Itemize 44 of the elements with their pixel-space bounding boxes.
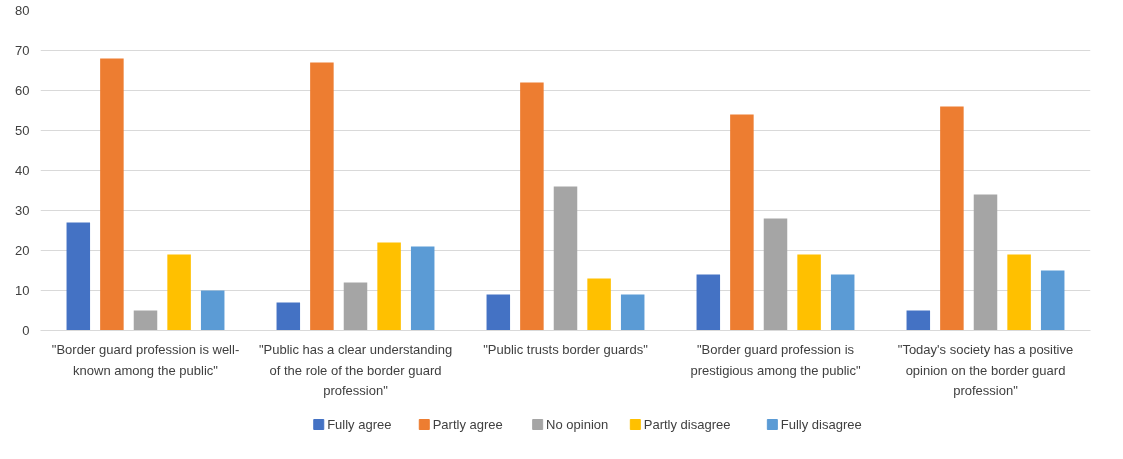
bar [133,310,158,331]
y-tick-label: 60 [15,83,30,98]
legend-label: Partly agree [432,417,503,432]
bar [410,246,435,331]
bar [310,62,334,331]
bar [276,302,301,331]
bar [906,310,931,331]
bar [377,242,401,331]
y-tick-label: 50 [15,123,30,138]
legend-label: No opinion [546,417,609,432]
y-tick-label: 10 [15,283,30,298]
bar [200,290,225,331]
x-tick-label: "Today's society has a positive opinion on the border guard profession" [897,342,1074,398]
bar [587,278,611,331]
bar [520,82,544,331]
y-tick-label: 40 [15,163,30,178]
bar [553,186,578,331]
y-tick-label: 70 [15,43,30,58]
bar [696,274,721,331]
bar [1007,254,1031,331]
bar [66,222,91,331]
bar [830,274,855,331]
x-tick-label: "Public trusts border guards" [483,342,649,358]
bar [730,114,754,331]
y-tick-label: 80 [15,3,30,18]
x-tick-label: "Border guard profession is well-known among the public" [51,342,240,378]
y-tick-label: 30 [15,203,30,218]
bar [973,194,998,331]
bar [167,254,191,331]
bar [940,106,964,331]
x-tick-label: "Border guard profession is prestigious among the public" [690,342,861,378]
bar [100,58,124,331]
legend-label: Fully disagree [780,417,862,432]
x-tick-label: "Public has a clear understanding of the role of the border guard profession" [258,342,453,398]
legend-label: Partly disagree [643,417,731,432]
y-tick-label: 0 [22,323,30,338]
bar [797,254,821,331]
legend-label: Fully agree [327,417,392,432]
bar [343,282,368,331]
bar [1040,270,1065,331]
bar [763,218,788,331]
bar [486,294,511,331]
bar [620,294,645,331]
y-tick-label: 20 [15,243,30,258]
